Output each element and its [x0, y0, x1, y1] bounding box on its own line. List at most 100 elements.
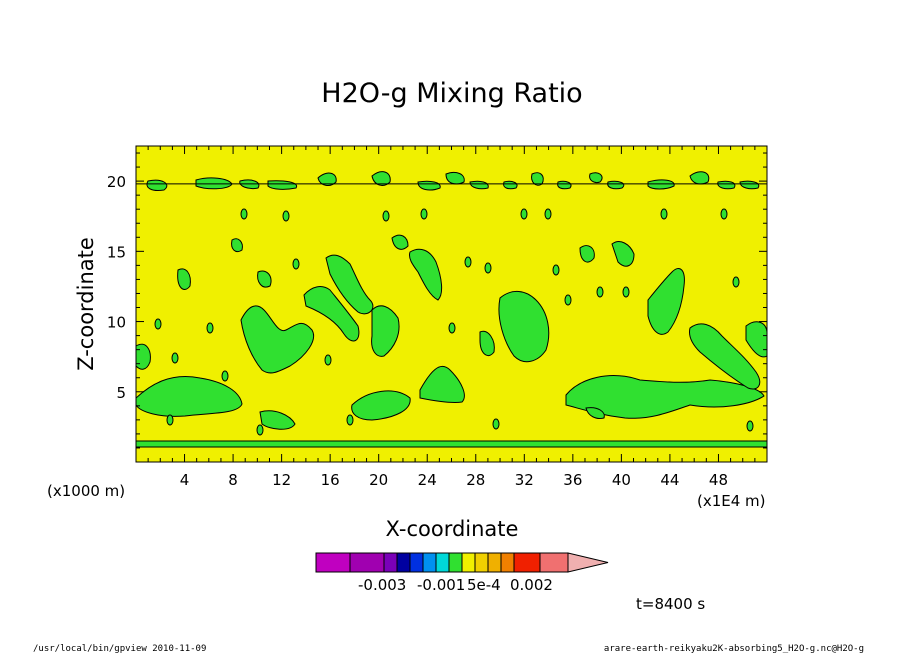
anomaly-speck-19	[564, 294, 572, 306]
anomaly-region-36	[557, 180, 572, 190]
x-tick-label-48: 48	[709, 471, 728, 489]
anomaly-speck-25	[746, 420, 754, 432]
colorbar-swatch-9	[461, 552, 476, 573]
anomaly-speck-6	[282, 210, 290, 222]
y-tick-label-20: 20	[107, 173, 126, 191]
anomaly-speck-14	[484, 262, 492, 274]
colorbar-label-4: 0.002	[510, 576, 553, 594]
chart-title: H2O-g Mixing Ratio	[321, 78, 582, 109]
anomaly-region-29	[317, 172, 337, 186]
anomaly-region-11	[371, 305, 400, 357]
anomaly-speck-8	[324, 354, 332, 366]
time-label: t=8400 s	[636, 595, 705, 613]
colorbar-max-triangle	[567, 552, 609, 573]
anomaly-region-8	[240, 305, 314, 374]
anomaly-speck-9	[346, 414, 354, 426]
anomaly-speck-5	[240, 208, 248, 220]
anomaly-speck-22	[660, 208, 668, 220]
colorbar-swatch-13	[513, 552, 541, 573]
colorbar-swatch-4	[396, 552, 411, 573]
anomaly-region-34	[503, 180, 518, 190]
anomaly-region-15	[177, 268, 191, 290]
anomaly-region-3	[259, 410, 296, 430]
x-tick-label-16: 16	[321, 471, 340, 489]
anomaly-region-10	[325, 254, 374, 315]
x-tick-label-36: 36	[563, 471, 582, 489]
anomaly-region-30	[371, 171, 391, 186]
x-tick-label-4: 4	[180, 471, 190, 489]
anomaly-speck-18	[552, 264, 560, 276]
colorbar-swatch-8	[448, 552, 463, 573]
anomaly-speck-16	[520, 208, 528, 220]
anomaly-region-4	[351, 390, 411, 421]
anomaly-region-19	[647, 268, 685, 335]
anomaly-speck-2	[171, 352, 179, 364]
y-tick-label-15: 15	[107, 243, 126, 261]
anomaly-speck-15	[492, 418, 500, 430]
colorbar-swatch-2	[349, 552, 385, 573]
anomaly-region-33	[469, 180, 489, 190]
x-tick-label-28: 28	[466, 471, 485, 489]
colorbar-swatch-6	[422, 552, 437, 573]
colorbar-swatch-3	[383, 552, 398, 573]
anomaly-region-40	[689, 171, 710, 185]
anomaly-contours	[136, 171, 767, 448]
footer-left: /usr/local/bin/gpview 2010-11-09	[33, 644, 206, 654]
anomaly-region-22	[611, 241, 635, 267]
anomaly-speck-10	[382, 210, 390, 222]
anomaly-region-7	[585, 407, 605, 419]
anomaly-speck-17	[544, 208, 552, 220]
anomaly-region-17	[498, 291, 550, 363]
x-tick-label-8: 8	[228, 471, 238, 489]
x-tick-label-20: 20	[369, 471, 388, 489]
anomaly-region-23	[579, 245, 595, 263]
x-axis-label: X-coordinate	[386, 517, 519, 541]
anomaly-speck-1	[154, 318, 162, 330]
anomaly-region-28	[267, 180, 298, 190]
anomaly-region-25	[146, 179, 168, 191]
x-tick-label-12: 12	[272, 471, 291, 489]
anomaly-region-9	[303, 286, 360, 342]
anomaly-region-5	[419, 365, 465, 403]
anomaly-region-18	[479, 330, 495, 356]
anomaly-region-13	[231, 238, 243, 253]
footer-right: arare-earth-reikyaku2K-absorbing5_H2O-g.…	[604, 644, 864, 654]
anomaly-region-14	[257, 270, 272, 288]
anomaly-speck-7	[292, 258, 300, 270]
colorbar-swatch-11	[487, 552, 502, 573]
x-tick-label-24: 24	[418, 471, 437, 489]
x-axis-unit: (x1E4 m)	[697, 492, 766, 510]
colorbar-swatch-7	[435, 552, 450, 573]
anomaly-speck-24	[732, 276, 740, 288]
anomaly-region-16	[136, 343, 151, 370]
anomaly-region-21	[745, 321, 767, 358]
y-tick-label-10: 10	[107, 314, 126, 332]
anomaly-region-32	[445, 171, 465, 185]
anomaly-region-6	[565, 375, 765, 419]
colorbar-label-3: 5e-4	[467, 576, 501, 594]
anomaly-speck-11	[420, 208, 428, 220]
anomaly-speck-27	[256, 424, 264, 436]
anomaly-region-12	[409, 248, 443, 301]
anomaly-region-20	[689, 323, 761, 390]
colorbar	[315, 552, 609, 573]
colorbar-label-2: -0.001	[417, 576, 465, 594]
colorbar-label-1: -0.003	[358, 576, 406, 594]
anomaly-speck-13	[464, 256, 472, 268]
x-tick-label-40: 40	[612, 471, 631, 489]
anomaly-region-37	[589, 172, 603, 183]
anomaly-region-1	[136, 440, 767, 448]
anomaly-region-24	[391, 234, 409, 250]
colorbar-swatch-12	[500, 552, 515, 573]
anomaly-speck-23	[720, 208, 728, 220]
anomaly-region-38	[607, 180, 625, 190]
anomaly-region-2	[136, 376, 243, 417]
anomaly-speck-21	[622, 286, 630, 298]
x-tick-label-32: 32	[515, 471, 534, 489]
colorbar-swatch-5	[409, 552, 424, 573]
anomaly-speck-3	[206, 322, 214, 334]
anomaly-region-42	[739, 180, 760, 190]
x-tick-label-44: 44	[660, 471, 679, 489]
